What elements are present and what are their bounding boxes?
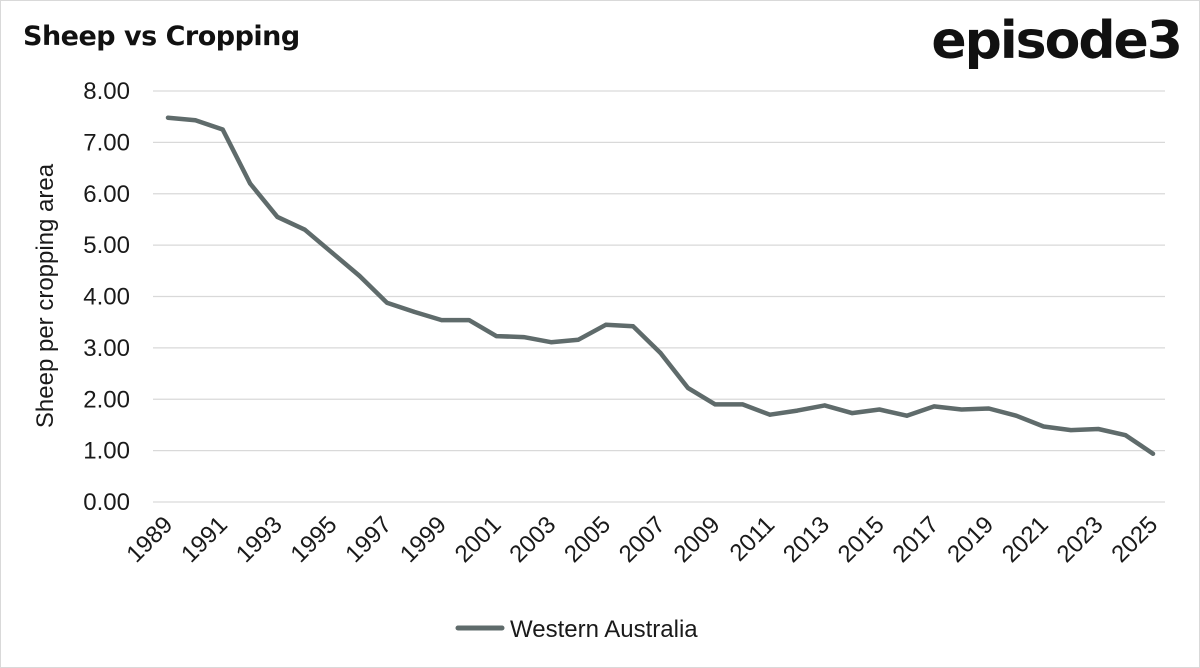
data-point [685, 385, 690, 390]
data-point [767, 412, 772, 417]
data-point [631, 324, 636, 329]
x-tick-label: 2015 [833, 511, 890, 568]
brand-logo: episode3 [931, 11, 1183, 71]
x-tick-label: 2003 [504, 511, 561, 568]
x-tick-label: 1999 [395, 511, 452, 568]
data-point [1151, 451, 1155, 456]
data-point [576, 337, 581, 342]
x-tick-label: 2013 [778, 511, 835, 568]
series-layer [165, 115, 1156, 456]
data-point [412, 309, 417, 314]
data-point [1096, 427, 1101, 431]
data-point [467, 318, 471, 323]
data-point [904, 413, 909, 418]
x-tick-label: 2001 [450, 511, 507, 568]
series-line-western-australia [165, 115, 1156, 456]
data-point [877, 407, 882, 412]
y-tick-label: 0.00 [83, 489, 130, 516]
y-tick-label: 1.00 [83, 438, 130, 465]
data-point [193, 118, 198, 123]
data-point [658, 351, 663, 355]
data-point [549, 340, 554, 345]
x-tick-label: 1989 [121, 511, 178, 568]
data-point [822, 403, 827, 408]
data-point [302, 227, 307, 232]
y-axis-ticks: 0.00 1.00 2.00 3.00 4.00 5.00 6.00 7.00 8.00 [83, 78, 130, 516]
data-point [795, 408, 800, 413]
data-point [603, 322, 608, 327]
data-point [220, 127, 225, 132]
data-point [1123, 433, 1128, 438]
data-point [330, 250, 335, 255]
x-tick-label: 1991 [176, 511, 233, 568]
y-tick-label: 7.00 [83, 129, 130, 156]
x-tick-label: 2011 [725, 511, 781, 567]
y-tick-label: 5.00 [83, 232, 130, 259]
data-point [713, 402, 718, 407]
x-tick-label: 2019 [942, 511, 999, 568]
data-point [166, 115, 170, 120]
data-point [932, 404, 937, 409]
data-point [494, 334, 499, 339]
data-point [357, 273, 362, 278]
x-tick-label: 1995 [286, 511, 343, 568]
data-point [1014, 413, 1019, 418]
x-tick-label: 2009 [669, 511, 726, 568]
chart-title: Sheep vs Cropping [23, 21, 300, 52]
data-point [740, 402, 745, 407]
data-point [986, 406, 991, 411]
y-tick-label: 2.00 [83, 386, 130, 413]
x-tick-label: 2025 [1106, 511, 1163, 568]
y-axis-title: Sheep per cropping area [32, 163, 59, 428]
x-tick-label: 2007 [614, 511, 671, 568]
data-point [1041, 424, 1046, 429]
data-point [521, 335, 526, 340]
data-point [1068, 428, 1073, 433]
legend-label-western-australia: Western Australia [510, 616, 698, 643]
x-tick-label: 2021 [997, 511, 1054, 568]
y-tick-label: 8.00 [83, 78, 130, 105]
data-point [275, 214, 280, 219]
x-tick-label: 2023 [1052, 511, 1109, 568]
y-tick-label: 3.00 [83, 335, 130, 362]
data-point [850, 411, 854, 416]
x-tick-label: 2005 [559, 511, 616, 568]
y-tick-label: 4.00 [83, 284, 130, 311]
x-tick-label: 1997 [340, 511, 397, 568]
data-point [439, 318, 444, 323]
x-tick-label: 1993 [231, 511, 288, 568]
data-point [959, 407, 964, 412]
data-point [248, 181, 253, 186]
gridlines [153, 90, 1165, 503]
x-axis-ticks: 1989199119931995199719992001200320052007… [121, 511, 1163, 568]
data-point [384, 300, 389, 305]
legend: Western Australia [455, 616, 698, 643]
y-tick-label: 6.00 [83, 181, 130, 208]
x-tick-label: 2017 [888, 511, 945, 568]
